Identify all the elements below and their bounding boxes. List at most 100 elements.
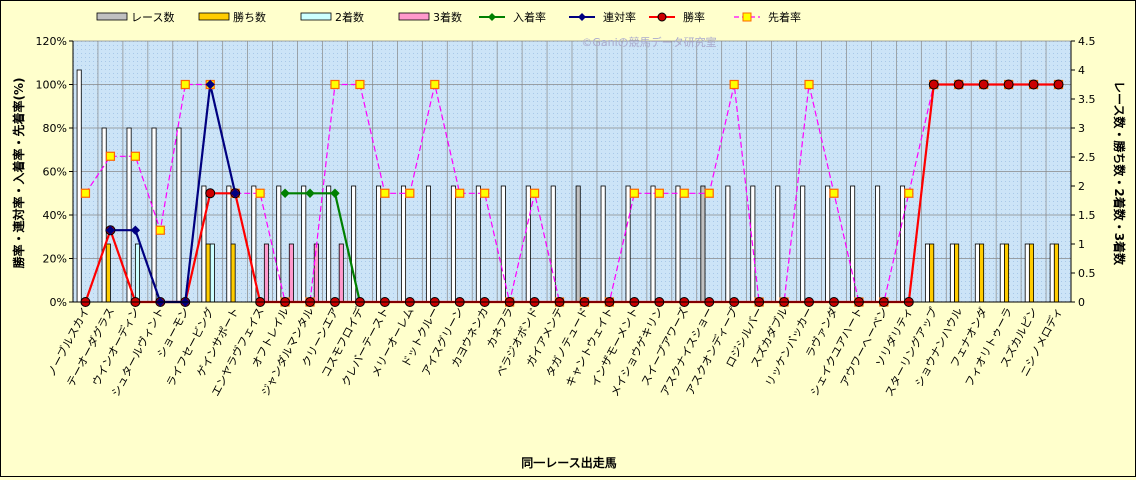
point-勝率 <box>928 79 939 90</box>
legend-label-先着率: 先着率 <box>768 10 801 24</box>
bar-レース数 <box>900 185 906 303</box>
legend-swatch-2着数 <box>300 12 332 21</box>
point-先着率 <box>704 188 714 198</box>
y-axis-left-title: 勝率・連対率・入着率・先着率(%) <box>11 78 26 269</box>
bar-レース数 <box>76 69 82 303</box>
legend-swatch-3着数 <box>398 12 430 21</box>
y-right-tick-label: 3.5 <box>1078 93 1096 106</box>
y-right-tick-label: 1.5 <box>1078 209 1096 222</box>
point-先着率 <box>180 79 190 90</box>
bar-レース数 <box>949 243 955 303</box>
point-先着率 <box>904 188 914 198</box>
bar-3着数 <box>288 243 294 303</box>
plot-area: 0% 20% 40% 60% 80% 100% 120% 0 0.5 1 1.5 2 2.5 3 3.5 4 4… <box>36 35 1096 399</box>
point-入着率 <box>330 188 340 198</box>
point-先着率 <box>105 151 116 161</box>
watermark: ©Ganiの競馬データ研究室 <box>581 35 716 49</box>
point-入着率 <box>305 188 315 198</box>
bar-レース数 <box>475 185 481 303</box>
legend-label-勝ち数: 勝ち数 <box>233 10 266 24</box>
bar-勝ち数 <box>205 243 211 303</box>
point-先着率 <box>155 225 165 235</box>
bar-レース数 <box>875 185 881 303</box>
bar-レース数 <box>226 185 232 303</box>
point-先着率 <box>80 188 91 198</box>
point-勝率 <box>1053 79 1064 90</box>
bar-レース数 <box>675 185 681 303</box>
point-連対率 <box>230 188 240 198</box>
bar-レース数 <box>600 185 606 303</box>
bar-レース数 <box>974 243 980 303</box>
bar-レース数 <box>850 185 856 303</box>
y-left-tick-label: 40% <box>43 209 67 222</box>
legend-marker-入着率 <box>488 13 496 21</box>
legend-label-入着率: 入着率 <box>513 10 546 24</box>
bar-勝ち数 <box>1053 243 1059 303</box>
bar-レース数 <box>301 185 307 303</box>
bar-勝ち数 <box>1004 243 1010 303</box>
bar-レース数 <box>326 185 332 303</box>
x-axis-title: 同一レース出走馬 <box>521 455 616 470</box>
bar-3着数 <box>338 243 344 303</box>
point-連対率 <box>205 79 215 90</box>
legend: レース数 勝ち数 2着数 3着数 入着率 連対率 勝率 先着率 <box>96 10 801 24</box>
point-先着率 <box>629 188 639 198</box>
y-axis-right-title: レース数・勝ち数・2着数・3着数 <box>1112 81 1127 266</box>
point-連対率 <box>105 225 116 235</box>
bar-レース数 <box>924 243 930 303</box>
bar-レース数 <box>1024 243 1030 303</box>
y-right-tick-label: 0 <box>1078 296 1085 309</box>
bar-レース数 <box>126 127 132 303</box>
bar-勝ち数 <box>979 243 985 303</box>
point-先着率 <box>430 79 440 90</box>
y-right-tick-label: 3 <box>1078 122 1085 135</box>
point-勝率 <box>978 79 989 90</box>
bar-2着数 <box>134 243 140 303</box>
bar-レース数 <box>101 127 107 303</box>
legend-label-勝率: 勝率 <box>683 10 705 24</box>
y-right-tick-label: 0.5 <box>1078 267 1096 280</box>
bar-2着数 <box>209 243 215 303</box>
point-先着率 <box>480 188 490 198</box>
bar-レース数 <box>725 185 731 303</box>
point-先着率 <box>405 188 415 198</box>
bar-3着数 <box>263 243 269 303</box>
point-勝率 <box>953 79 964 90</box>
legend-label-レース数: レース数 <box>131 11 174 24</box>
bar-レース数 <box>376 185 382 303</box>
y-right-tick-label: 2 <box>1078 180 1085 193</box>
bar-レース数 <box>650 185 656 303</box>
bar-レース数 <box>425 185 431 303</box>
bar-レース数 <box>550 185 556 303</box>
y-left-tick-label: 80% <box>43 122 67 135</box>
point-先着率 <box>130 151 140 161</box>
point-先着率 <box>804 79 814 90</box>
point-入着率 <box>280 188 290 198</box>
y-right-tick-label: 4 <box>1078 64 1085 77</box>
legend-marker-連対率 <box>578 13 586 21</box>
bar-レース数 <box>625 185 631 303</box>
bar-レース数 <box>575 185 581 303</box>
point-先着率 <box>729 79 739 90</box>
legend-label-連対率: 連対率 <box>603 10 636 24</box>
point-先着率 <box>355 79 365 90</box>
point-先着率 <box>529 188 540 198</box>
bar-レース数 <box>201 185 207 303</box>
point-先着率 <box>255 188 265 198</box>
point-先着率 <box>455 188 465 198</box>
bar-レース数 <box>800 185 806 303</box>
y-left-tick-label: 120% <box>36 35 67 48</box>
y-right-tick-label: 4.5 <box>1078 35 1096 48</box>
bar-レース数 <box>1049 243 1055 303</box>
y-left-tick-label: 20% <box>43 253 67 266</box>
legend-swatch-レース数 <box>96 12 128 21</box>
legend-marker-勝率 <box>657 12 667 22</box>
point-先着率 <box>380 188 390 198</box>
bar-レース数 <box>825 185 831 303</box>
bar-レース数 <box>700 185 706 303</box>
bar-レース数 <box>525 185 531 303</box>
bar-レース数 <box>999 243 1005 303</box>
bar-レース数 <box>401 185 407 303</box>
y-right-tick-label: 2.5 <box>1078 151 1096 164</box>
